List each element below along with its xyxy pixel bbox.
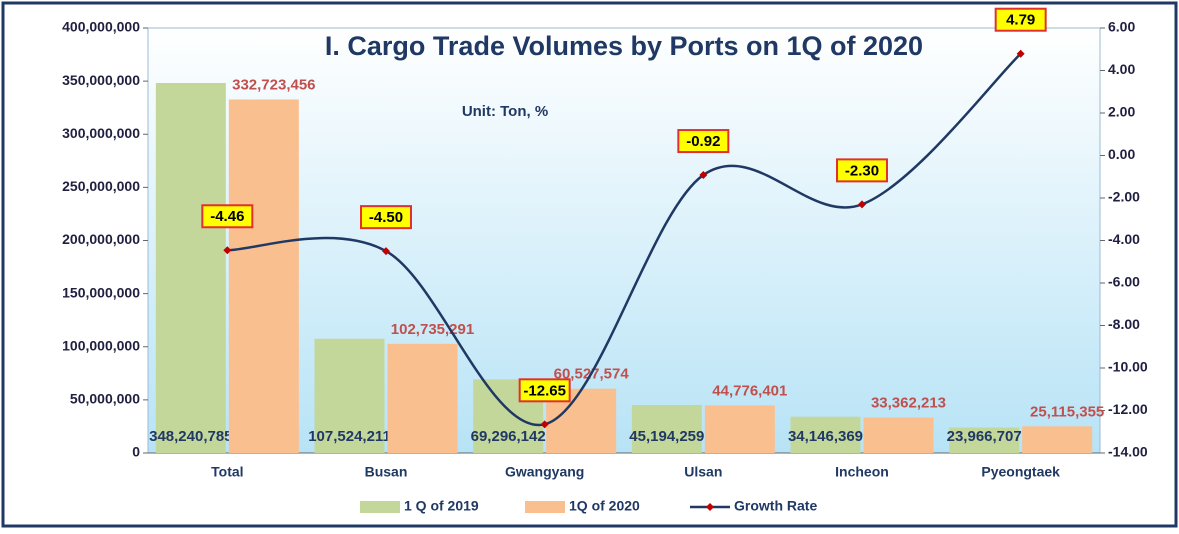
legend-marker [706,503,714,511]
y2-tick-label: 2.00 [1108,104,1135,120]
legend-swatch [360,501,400,513]
y2-tick-label: -4.00 [1108,231,1140,247]
data-label: -12.65 [523,382,566,399]
legend-swatch [525,501,565,513]
chart-title: I. Cargo Trade Volumes by Ports on 1Q of… [325,31,923,61]
x-tick-label: Incheon [835,464,889,480]
y-tick-label: 350,000,000 [62,72,140,88]
x-tick-label: Pyeongtaek [981,464,1060,480]
y2-tick-label: -10.00 [1108,359,1148,375]
y2-tick-label: -14.00 [1108,444,1148,460]
data-label: 23,966,707 [947,428,1022,445]
label-box [518,378,571,403]
data-label: 44,776,401 [712,382,787,399]
x-tick-label: Gwangyang [505,464,584,480]
data-label: 69,296,142 [471,428,546,445]
legend-label: 1 Q of 2019 [404,498,479,514]
y-tick-label: 400,000,000 [62,19,140,35]
bar [155,82,226,453]
bar [790,416,861,453]
y2-tick-label: -8.00 [1108,316,1140,332]
data-label: -2.30 [845,162,879,179]
data-label: 34,146,369 [788,428,863,445]
label-box [201,204,254,229]
marker [540,420,549,429]
bar [228,99,299,454]
legend-label: 1Q of 2020 [569,498,640,514]
marker [1016,49,1025,58]
bar [314,338,385,453]
y2-tick-label: -2.00 [1108,189,1140,205]
x-tick-label: Busan [365,464,408,480]
y2-tick-label: 6.00 [1108,19,1135,35]
data-label: 102,735,291 [391,321,474,338]
y2-tick-label: 4.00 [1108,61,1135,77]
y2-tick-label: -6.00 [1108,274,1140,290]
bar [949,427,1020,453]
bar [704,405,775,453]
x-tick-label: Ulsan [684,464,722,480]
marker [223,246,232,255]
marker [858,200,866,209]
bar [387,343,458,453]
y-tick-label: 200,000,000 [62,231,140,247]
data-label: -0.92 [686,133,720,150]
y-tick-label: 300,000,000 [62,125,140,141]
marker [699,171,708,180]
y-tick-label: 0 [132,444,140,460]
y2-tick-label: 0.00 [1108,146,1135,162]
data-label: 33,362,213 [871,395,946,412]
y-tick-label: 100,000,000 [62,337,140,353]
bar [631,404,702,453]
data-label: 45,194,259 [629,428,704,445]
y2-tick-label: -12.00 [1108,401,1148,417]
data-label: 348,240,785 [149,428,232,445]
y-tick-label: 250,000,000 [62,178,140,194]
plot-area [147,27,1101,454]
bar [863,417,934,453]
marker [382,247,390,256]
legend-label: Growth Rate [734,498,817,514]
y-tick-label: 50,000,000 [70,391,140,407]
data-label: 25,115,355 [1030,403,1104,420]
label-box [360,205,412,230]
data-label: -4.46 [210,208,244,225]
data-label: 107,524,211 [308,428,391,445]
label-box [836,158,888,183]
x-tick-label: Total [211,464,243,480]
bar [1022,426,1093,453]
label-box [994,7,1047,32]
subtitle: Unit: Ton, % [462,103,548,120]
label-box [677,129,730,154]
data-label: 4.79 [1006,12,1035,29]
y-tick-label: 150,000,000 [62,284,140,300]
data-label: 332,723,456 [232,76,315,93]
data-label: -4.50 [369,209,403,226]
